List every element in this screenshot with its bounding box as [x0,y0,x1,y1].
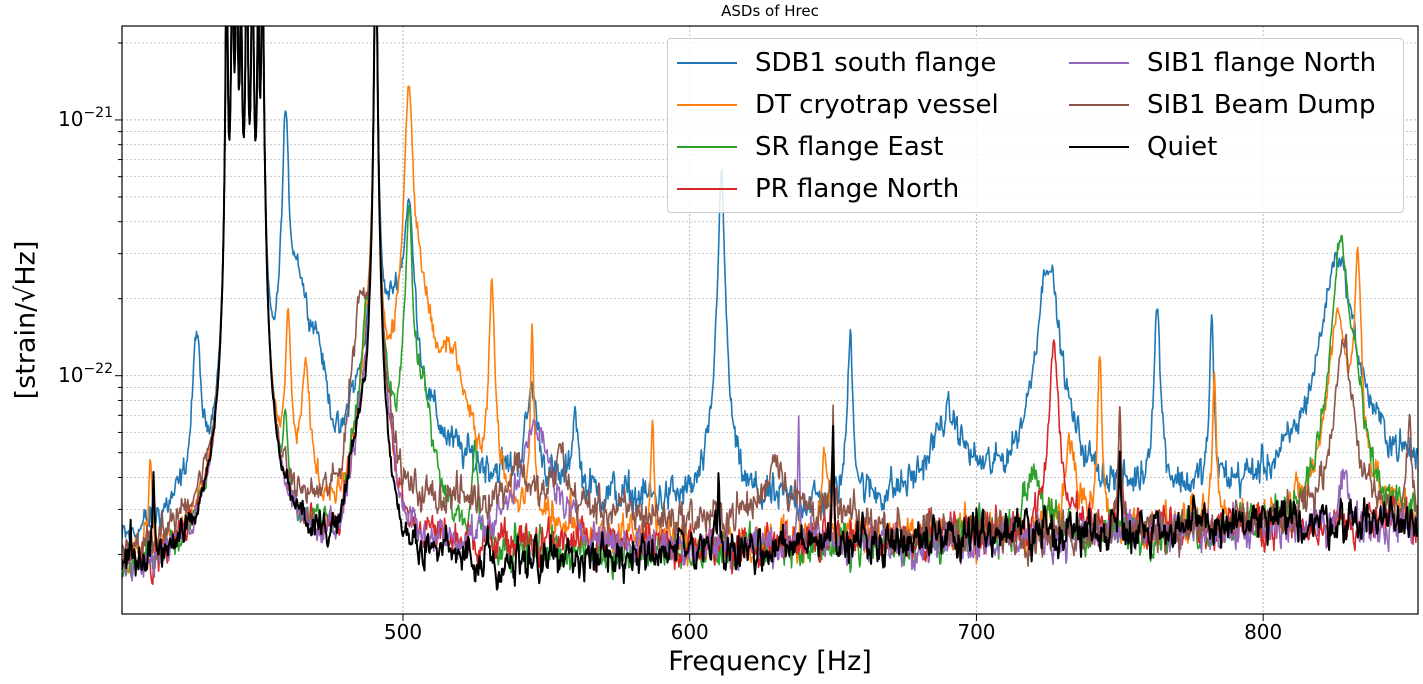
x-tick-label: 500 [383,620,423,644]
legend-label: PR flange North [755,174,960,204]
y-tick-label: 10−22 [58,361,113,387]
legend-entry: SDB1 south flange [677,48,996,78]
legend-label: SR flange East [755,132,944,162]
legend-swatch [677,62,737,64]
series-lines [122,26,1418,591]
x-tick-label: 700 [957,620,996,644]
legend-entry: Quiet [1069,132,1217,162]
legend-entry: PR flange North [677,174,959,204]
chart-title: ASDs of Hrec [721,2,819,20]
legend-swatch [1069,146,1129,148]
legend-entry: SIB1 flange North [1069,48,1376,78]
y-tick-exponent: −22 [83,360,113,377]
legend: SDB1 south flange DT cryotrap vessel SR fl… [667,38,1404,213]
legend-swatch [677,146,737,148]
x-tick-label: 600 [670,620,709,644]
legend-label: SDB1 south flange [755,48,997,78]
legend-entry: SIB1 Beam Dump [1069,90,1376,120]
legend-swatch [1069,104,1129,106]
legend-label: Quiet [1147,132,1218,162]
x-axis-label: Frequency [Hz] [668,646,872,677]
legend-entry: SR flange East [677,132,944,162]
y-tick-exponent: −21 [83,104,113,121]
legend-entry: DT cryotrap vessel [677,90,999,120]
y-tick-base: 10 [58,362,84,387]
y-tick-base: 10 [58,106,84,131]
legend-label: SIB1 Beam Dump [1147,90,1376,120]
legend-swatch [677,188,737,190]
plot-frame [121,25,1419,615]
y-tick-label: 10−21 [58,105,113,131]
legend-label: DT cryotrap vessel [755,90,999,120]
legend-swatch [1069,62,1129,64]
legend-swatch [677,104,737,106]
legend-label: SIB1 flange North [1147,48,1377,78]
series-line-6 [122,26,1418,591]
x-tick-label: 800 [1244,620,1283,644]
tick-marks [115,42,1264,621]
y-axis-label: [strain/√Hz] [10,240,42,400]
